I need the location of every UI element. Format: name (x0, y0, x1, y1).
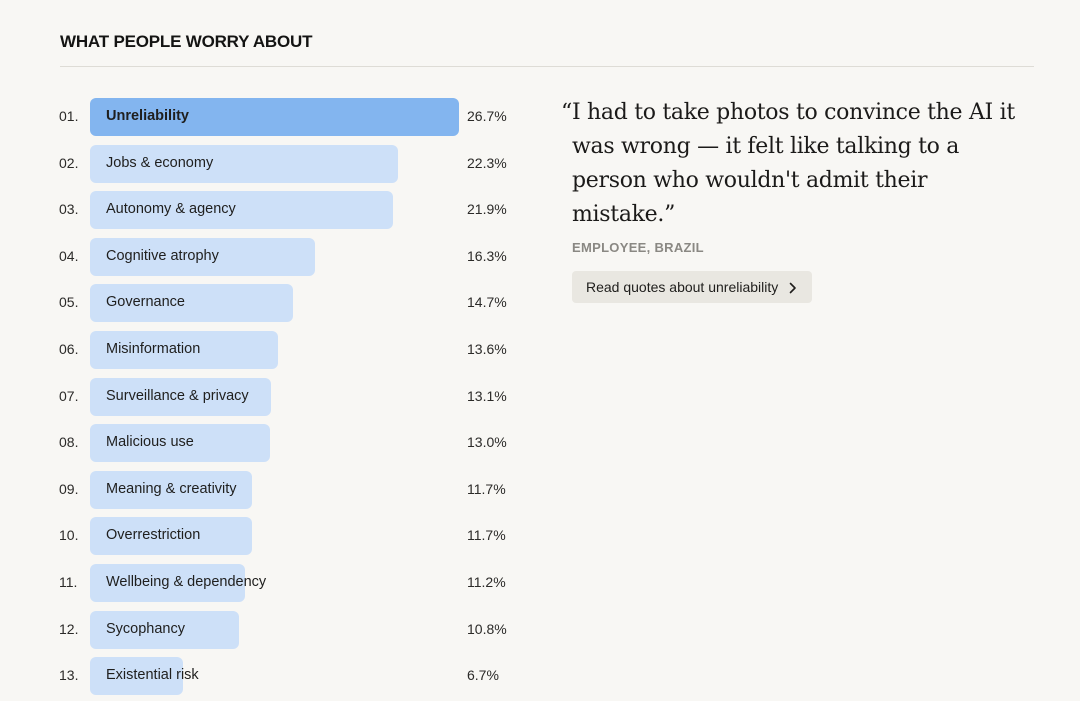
bar-rank: 10. (59, 527, 79, 544)
bar (90, 98, 459, 136)
divider (60, 66, 1034, 67)
bar (90, 377, 272, 416)
bar-label: Existential risk (106, 667, 199, 684)
bar-row[interactable]: 02. Jobs & economy 22.3% (0, 144, 540, 184)
bar-value-label: 11.7% (467, 480, 506, 497)
bar-value-label: 26.7% (467, 108, 507, 124)
bar (90, 284, 294, 323)
bar-rank: 11. (59, 574, 78, 590)
bar-value-label: 11.2% (467, 574, 506, 590)
bar-label: Governance (106, 294, 185, 311)
bar-row[interactable]: 11. Wellbeing & dependency 11.2% (0, 563, 540, 603)
bar-row[interactable]: 09. Meaning & creativity 11.7% (0, 470, 540, 510)
chevron-right-icon (788, 281, 798, 294)
bar (90, 564, 245, 602)
bar (90, 657, 183, 696)
bar-label: Cognitive atrophy (106, 247, 219, 264)
bar-label: Surveillance & privacy (106, 387, 249, 404)
bar (90, 610, 240, 649)
bar-value-label: 16.3% (467, 247, 507, 264)
bar-row[interactable]: 07. Surveillance & privacy 13.1% (0, 377, 540, 417)
bar-label: Wellbeing & dependency (106, 574, 267, 590)
bar-row[interactable]: 13. Existential risk 6.7% (0, 656, 540, 696)
bar-value-label: 21.9% (467, 201, 507, 218)
quote-panel: “I had to take photos to convince the AI… (556, 96, 1036, 303)
bar-label: Sycophancy (106, 620, 185, 637)
read-quotes-button[interactable]: Read quotes about unreliability (572, 271, 813, 303)
bar-label: Autonomy & agency (106, 201, 236, 218)
bar-value-label: 13.1% (467, 387, 507, 404)
bar-row[interactable]: 08. Malicious use 13.0% (0, 423, 540, 463)
bar-label: Jobs & economy (106, 154, 214, 171)
section-title: WHAT PEOPLE WORRY ABOUT (60, 32, 313, 51)
quote-text: “I had to take photos to convince the AI… (561, 100, 1015, 227)
bar-label: Meaning & creativity (106, 480, 237, 497)
bar-value-label: 13.0% (467, 434, 507, 451)
bar-rank: 01. (59, 108, 79, 124)
worry-bar-chart: 01. Unreliability 26.7% 02. Jobs & economy 22… (0, 97, 540, 696)
bar-rank: 03. (59, 201, 79, 218)
bar-value-label: 11.7% (467, 527, 506, 544)
bar (90, 144, 399, 183)
bar (90, 191, 393, 230)
bar-value-label: 10.8% (467, 620, 507, 637)
bar-row[interactable]: 04. Cognitive atrophy 16.3% (0, 237, 540, 277)
bar (90, 517, 252, 556)
bar-rank: 06. (59, 341, 79, 357)
bar (90, 424, 270, 463)
bar-label: Overrestriction (106, 527, 201, 544)
bar-rank: 02. (59, 154, 79, 171)
bar-value-label: 22.3% (467, 154, 507, 171)
bar-label: Malicious use (106, 434, 194, 451)
bar-rank: 04. (59, 247, 79, 264)
bar-value-label: 6.7% (467, 667, 499, 684)
bar-label: Unreliability (106, 108, 189, 124)
bar-rank: 12. (59, 620, 79, 637)
read-quotes-button-label: Read quotes about unreliability (586, 279, 779, 295)
bar-row[interactable]: 01. Unreliability 26.7% (0, 97, 540, 137)
bar-rank: 08. (59, 434, 79, 451)
bar-row[interactable]: 12. Sycophancy 10.8% (0, 610, 540, 650)
bar (90, 470, 252, 509)
bar-row[interactable]: 06. Misinformation 13.6% (0, 330, 540, 370)
bar-rank: 05. (59, 294, 79, 311)
bar-rank: 09. (59, 480, 79, 497)
bar-row[interactable]: 05. Governance 14.7% (0, 283, 540, 323)
bar-value-label: 13.6% (467, 341, 507, 357)
bar-row[interactable]: 10. Overrestriction 11.7% (0, 516, 540, 556)
bar-label: Misinformation (106, 341, 201, 357)
bar-value-label: 14.7% (467, 294, 507, 311)
bar (90, 331, 278, 369)
bar (90, 237, 316, 276)
bar-row[interactable]: 03. Autonomy & agency 21.9% (0, 190, 540, 230)
bar-rank: 13. (59, 667, 79, 684)
quote-source: EMPLOYEE, BRAZIL (572, 240, 704, 255)
bar-rank: 07. (59, 387, 79, 404)
